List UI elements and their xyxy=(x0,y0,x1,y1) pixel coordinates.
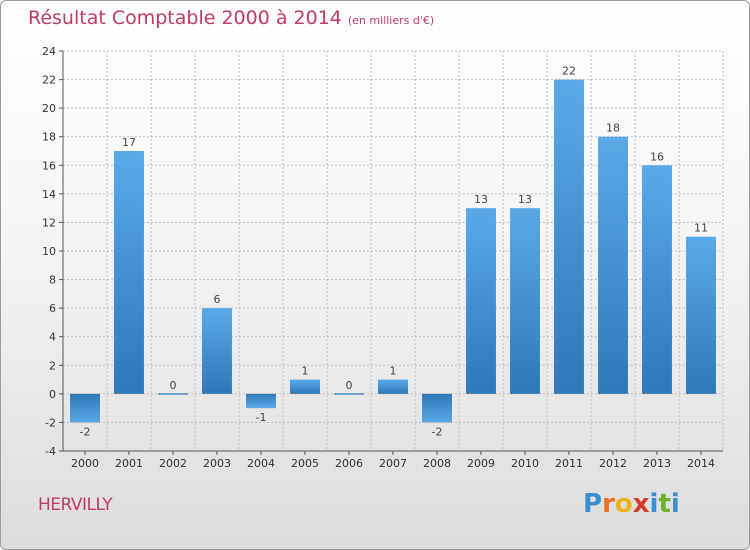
bar xyxy=(290,379,320,394)
x-tick-label: 2002 xyxy=(159,457,187,470)
x-tick-label: 2003 xyxy=(203,457,231,470)
y-tick-label: -2 xyxy=(45,416,56,429)
data-label: 1 xyxy=(390,365,397,378)
data-label: -2 xyxy=(80,425,91,438)
data-label: -1 xyxy=(256,411,267,424)
logo-letter: o xyxy=(614,489,633,519)
y-tick-label: 18 xyxy=(42,131,56,144)
bar xyxy=(334,393,364,395)
bar xyxy=(158,393,188,395)
x-tick-label: 2011 xyxy=(555,457,583,470)
x-tick-label: 2001 xyxy=(115,457,143,470)
data-label: 17 xyxy=(122,136,136,149)
y-tick-label: 24 xyxy=(42,45,56,58)
bar xyxy=(554,79,584,394)
x-tick-label: 2007 xyxy=(379,457,407,470)
grid-lines xyxy=(62,50,724,452)
y-tick-label: 6 xyxy=(49,302,56,315)
data-label: 6 xyxy=(214,293,221,306)
bar xyxy=(114,151,144,394)
logo-letter: r xyxy=(602,489,615,519)
data-label: 0 xyxy=(346,379,353,392)
data-label: 13 xyxy=(518,193,532,206)
data-label: 11 xyxy=(694,222,708,235)
bar xyxy=(422,393,452,423)
bar xyxy=(642,165,672,394)
bar xyxy=(246,393,276,409)
x-tick-label: 2014 xyxy=(687,457,715,470)
chart-subtitle: (en milliers d'€) xyxy=(347,14,435,27)
data-label: -2 xyxy=(432,425,443,438)
x-tick-label: 2012 xyxy=(599,457,627,470)
y-tick-label: 12 xyxy=(42,216,56,229)
data-label: 0 xyxy=(170,379,177,392)
bar xyxy=(510,208,540,394)
bar xyxy=(686,236,716,394)
x-tick-label: 2010 xyxy=(511,457,539,470)
bar xyxy=(466,208,496,394)
y-tick-label: 0 xyxy=(49,388,56,401)
y-tick-label: 10 xyxy=(42,245,56,258)
logo-letter: i xyxy=(649,489,659,519)
data-label: 1 xyxy=(302,365,309,378)
x-tick-label: 2008 xyxy=(423,457,451,470)
y-tick-label: 14 xyxy=(42,188,56,201)
chart-title: Résultat Comptable 2000 à 2014 (en millie… xyxy=(28,7,434,29)
labels: -2 17 0 6 -1 1 0 1 -2 13 13 22 18 16 11 xyxy=(80,65,708,439)
x-tick-label: 2004 xyxy=(247,457,275,470)
commune-name: HERVILLY xyxy=(38,495,113,515)
data-label: 13 xyxy=(474,193,488,206)
logo-letter: P xyxy=(583,489,603,519)
x-tick-label: 2009 xyxy=(467,457,495,470)
x-tick-label: 2000 xyxy=(71,457,99,470)
bar xyxy=(202,308,232,394)
y-tick-label: 20 xyxy=(42,102,56,115)
bars xyxy=(70,79,716,423)
data-label: 16 xyxy=(650,150,664,163)
data-label: 22 xyxy=(562,65,576,78)
y-tick-label: 22 xyxy=(42,74,56,87)
x-tick-label: 2005 xyxy=(291,457,319,470)
bar xyxy=(598,136,628,394)
x-tick-label: 2013 xyxy=(643,457,671,470)
y-tick-label: 4 xyxy=(49,331,56,344)
bar xyxy=(70,393,100,423)
logo-letter: x xyxy=(632,489,650,519)
logo-letter: t xyxy=(658,489,671,519)
logo-letter: i xyxy=(670,489,680,519)
data-label: 18 xyxy=(606,122,620,135)
title-text: Résultat Comptable 2000 à 2014 xyxy=(28,7,342,29)
proxiti-logo: Proxiti xyxy=(583,489,680,519)
y-tick-label: -4 xyxy=(45,445,56,458)
x-tick-label: 2006 xyxy=(335,457,363,470)
y-tick-label: 16 xyxy=(42,159,56,172)
y-tick-label: 8 xyxy=(49,274,56,287)
bar xyxy=(378,379,408,394)
y-tick-label: 2 xyxy=(49,359,56,372)
